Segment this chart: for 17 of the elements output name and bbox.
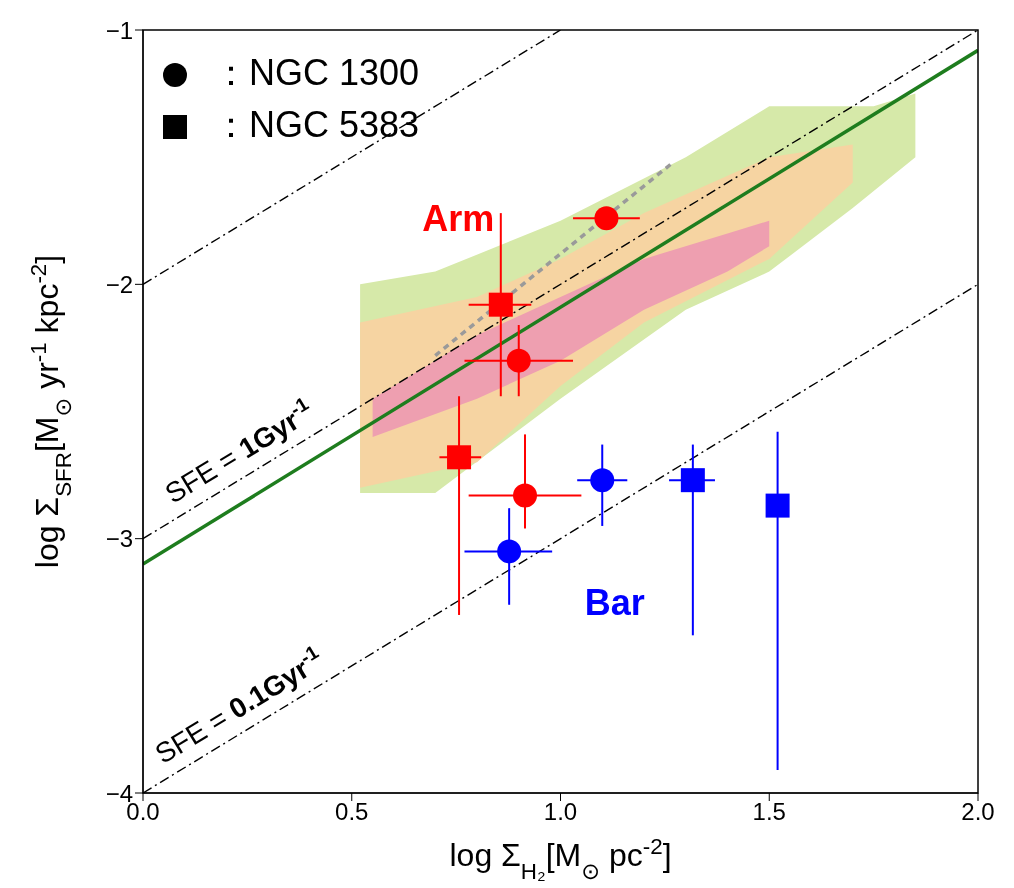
x-tick-label: 1.0 <box>543 798 578 826</box>
x-tick-label: 2.0 <box>961 798 995 826</box>
annotation: Arm <box>422 197 495 239</box>
annotation: ：NGC 5383 <box>213 103 420 145</box>
annotation: Bar <box>584 581 645 623</box>
point <box>594 206 619 231</box>
y-tick-label: −2 <box>105 270 133 298</box>
y-tick-label: −3 <box>105 525 133 553</box>
point <box>506 348 531 373</box>
x-tick-label: 1.5 <box>752 798 786 826</box>
point <box>680 468 705 493</box>
x-axis-title: log Σ$_{H₂}$[M$_{⊙}$ pc$^{-2}$] <box>449 833 672 884</box>
point <box>765 493 790 518</box>
y-tick-label: −1 <box>105 16 133 44</box>
x-tick-label: 0.5 <box>335 798 369 826</box>
point <box>513 483 538 508</box>
annotation: ：NGC 1300 <box>213 51 420 93</box>
